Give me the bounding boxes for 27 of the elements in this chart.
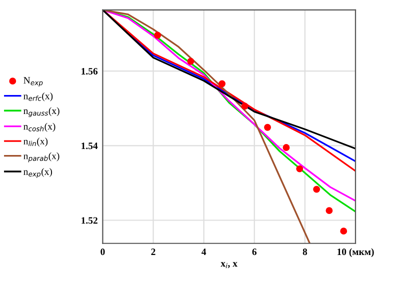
x-tick-label: 2 — [151, 248, 156, 255]
legend-label: n$_{erfc}$(x) — [24, 92, 53, 102]
point — [154, 32, 162, 39]
legend-label: N$_{exp}$ — [24, 77, 43, 87]
x-axis-title: x$_{i}$, x — [220, 262, 238, 268]
legend-label: n$_{parab}$(x) — [24, 152, 60, 162]
legend-label: n$_{lin}$(x) — [24, 138, 48, 146]
x-tick-label: 0 — [100, 248, 105, 256]
point — [218, 80, 226, 88]
point — [326, 207, 333, 214]
y-tick-label: 1.56 — [82, 68, 98, 75]
point — [282, 144, 290, 151]
legend-label: n$_{gauss}$(x) — [24, 107, 60, 117]
x-tick-label: 4 — [202, 248, 206, 255]
x-tick-label: 10 (мкм) — [338, 248, 374, 258]
point — [313, 186, 320, 193]
point — [296, 165, 304, 172]
point — [264, 124, 271, 131]
legend-label: n$_{cosh}$(x) — [24, 122, 56, 132]
y-tick-label: 1.54 — [82, 142, 98, 150]
point — [241, 102, 248, 110]
point — [340, 228, 348, 235]
legend-label: n$_{exp}$(x) — [24, 168, 52, 178]
x-tick-label: 8 — [302, 248, 308, 256]
point — [187, 58, 194, 65]
y-tick-label: 1.52 — [82, 217, 98, 224]
x-tick-label: 6 — [252, 248, 257, 256]
